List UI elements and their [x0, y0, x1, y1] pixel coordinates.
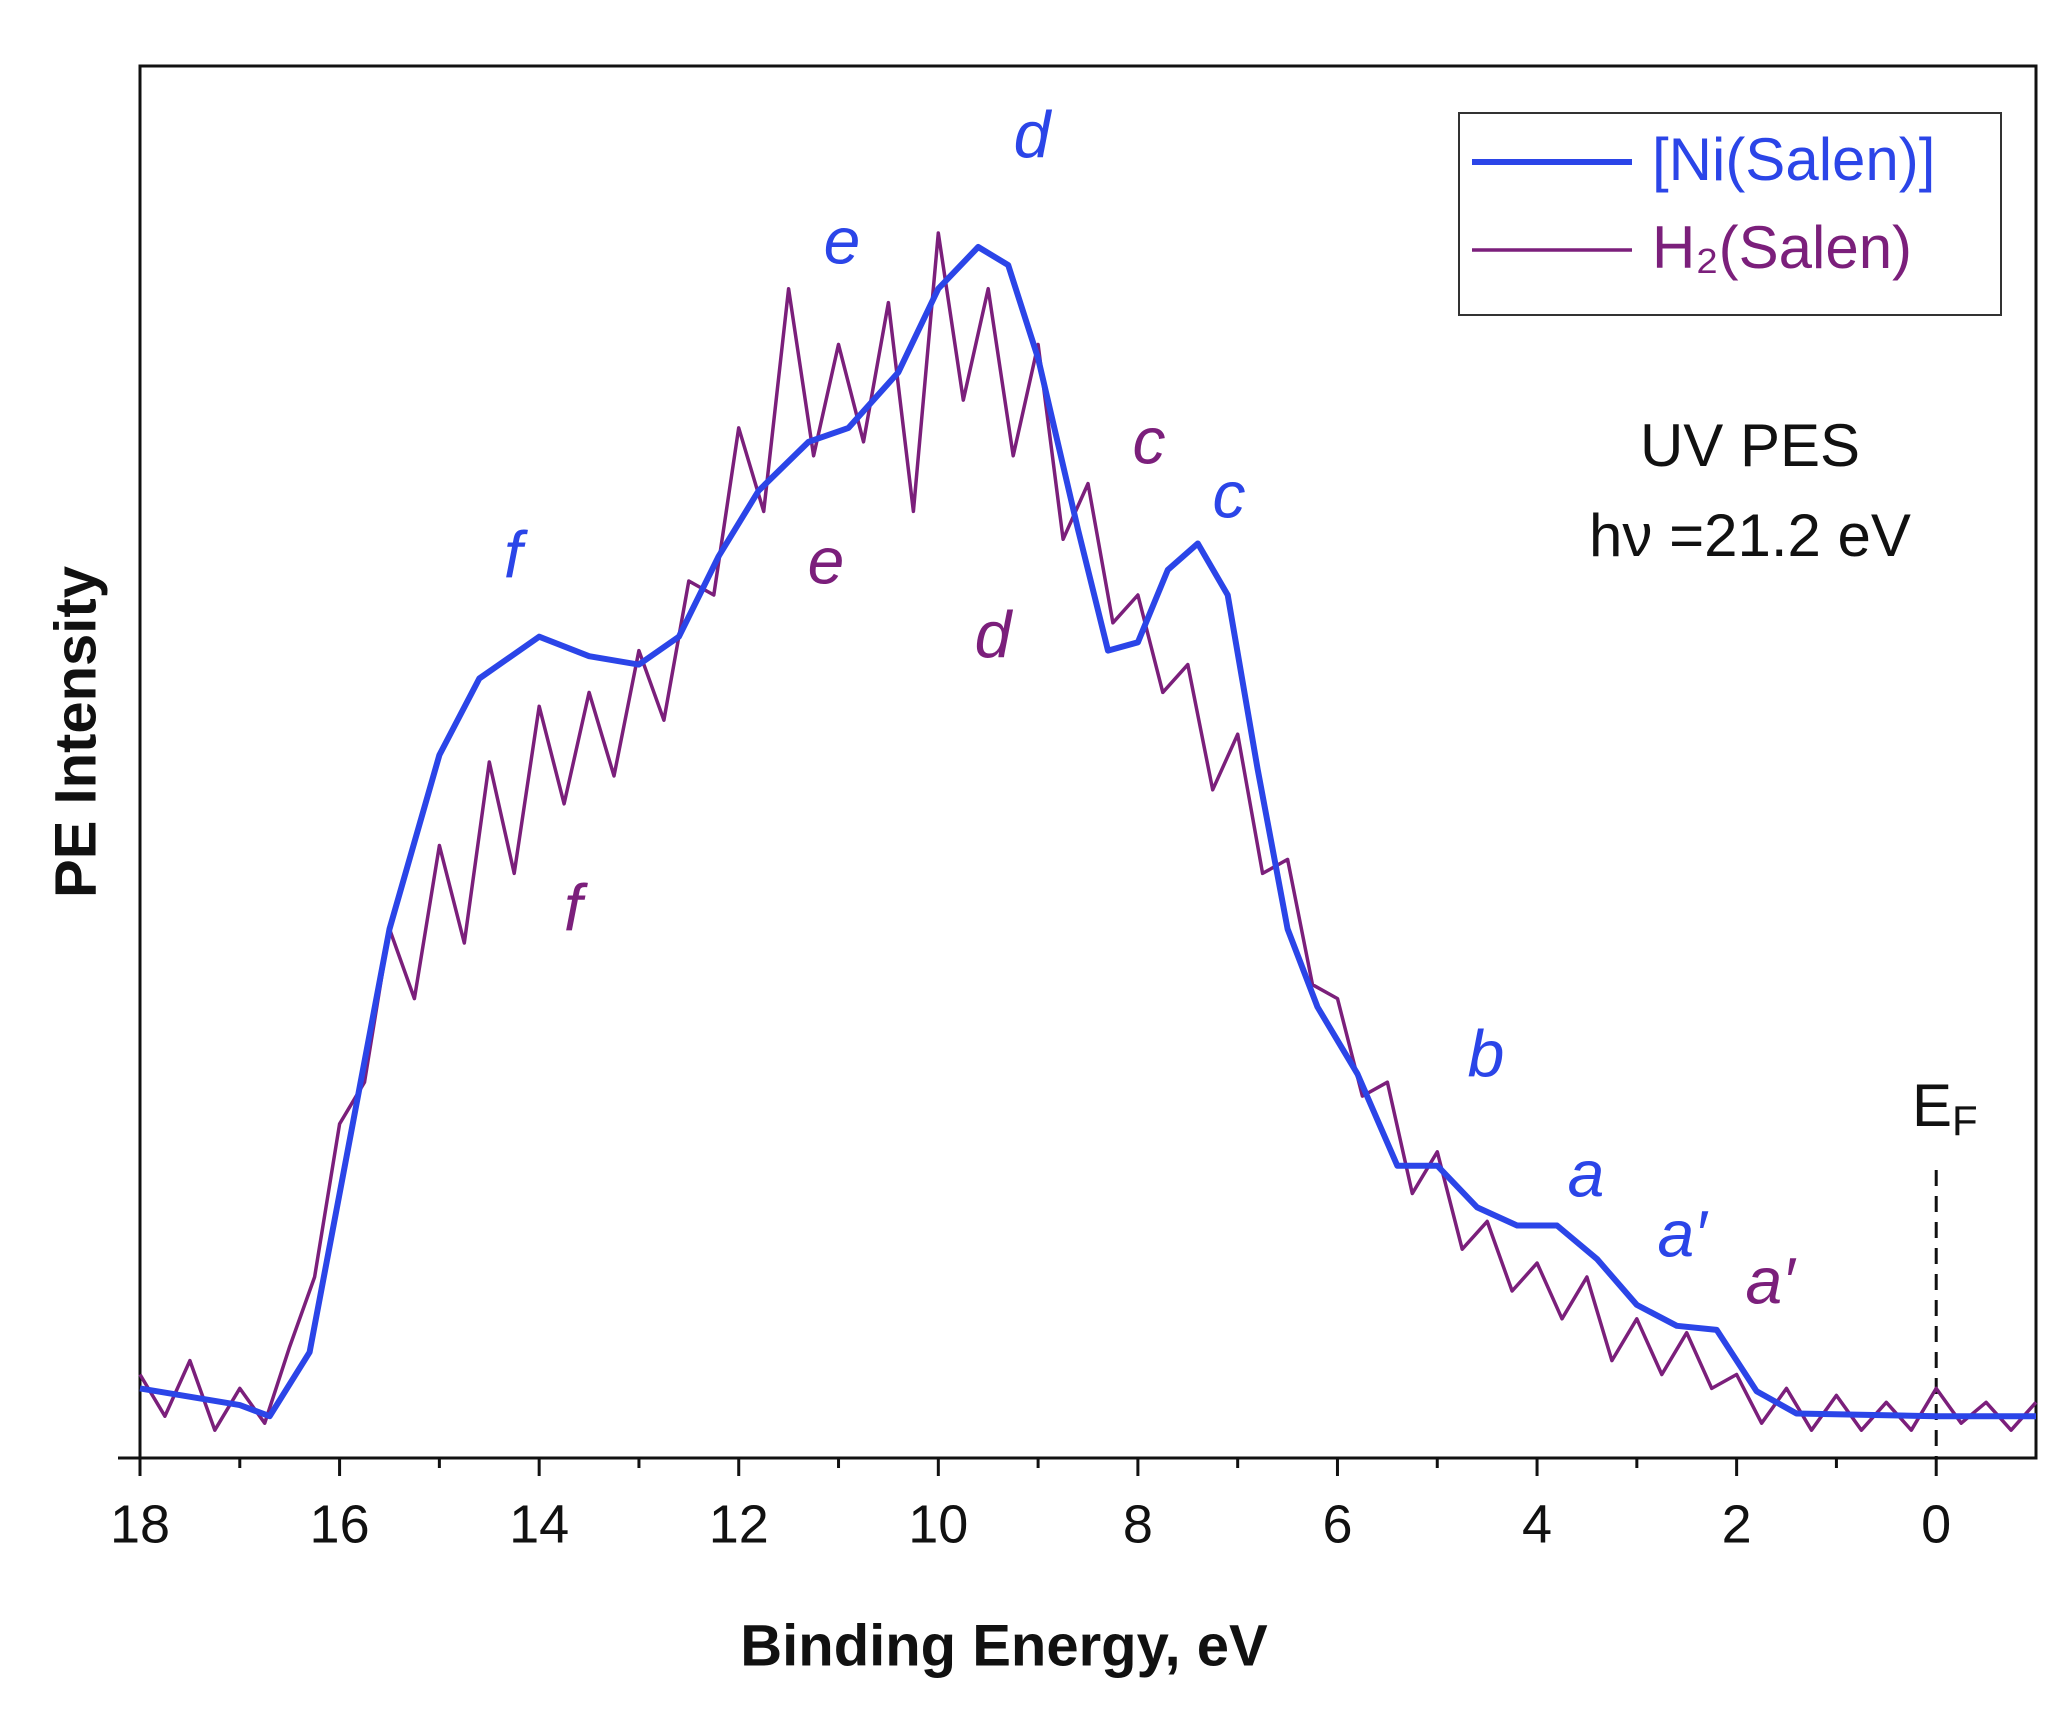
series-line [138, 231, 2038, 1432]
x-tick-label: 6 [1322, 1494, 1352, 1554]
note: hν =21.2 eV [1589, 502, 1911, 569]
peak-label: f [504, 517, 529, 591]
y-axis-title: PE Intensity [43, 566, 108, 898]
peak-label: c [1213, 457, 1246, 531]
peak-label: d [1014, 97, 1053, 171]
peak-label: e [824, 203, 861, 277]
legend-label: [Ni(Salen)] [1652, 126, 1935, 193]
peak-label: b [1468, 1016, 1505, 1090]
x-tick-label: 4 [1522, 1494, 1552, 1554]
x-tick-label: 8 [1123, 1494, 1153, 1554]
fermi-label: EF [1912, 1072, 1978, 1144]
x-tick-label: 0 [1921, 1494, 1951, 1554]
plot-frame [138, 64, 2038, 1460]
peak-label: a′ [1745, 1243, 1797, 1317]
peak-label: a [1568, 1136, 1605, 1210]
x-axis-title: Binding Energy, eV [740, 1613, 1268, 1678]
peak-label: c [1133, 403, 1166, 477]
series-line [139, 244, 2036, 1420]
peak-label: a′ [1657, 1196, 1709, 1270]
peak-label: f [564, 870, 589, 944]
fermi-label-main: E [1912, 1072, 1952, 1139]
x-tick-label: 2 [1722, 1494, 1752, 1554]
x-tick-label: 10 [908, 1494, 968, 1554]
x-tick-label: 14 [509, 1494, 569, 1554]
x-tick-label: 18 [110, 1494, 170, 1554]
legend-box [1458, 112, 2002, 316]
note: UV PES [1640, 412, 1860, 479]
fermi-label-sub: F [1952, 1097, 1978, 1144]
x-tick-label: 16 [310, 1494, 370, 1554]
x-tick-label: 12 [709, 1494, 769, 1554]
peak-label: e [808, 523, 845, 597]
legend-label: H₂(Salen) [1652, 214, 1912, 281]
peak-label: d [975, 597, 1014, 671]
